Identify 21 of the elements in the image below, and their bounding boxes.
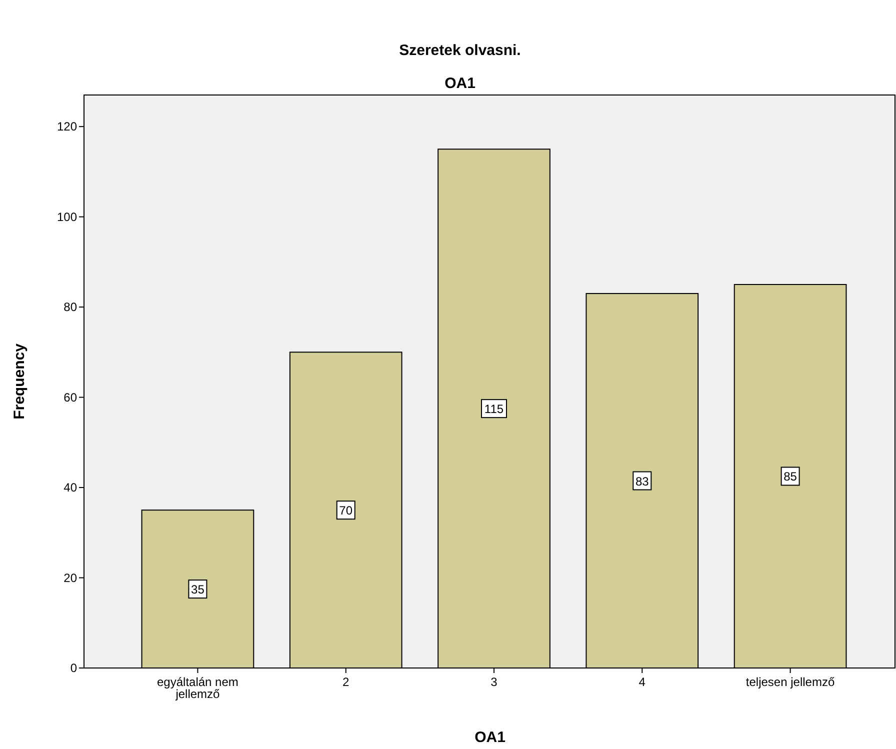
x-tick-label: 4 xyxy=(638,675,646,689)
y-tick-label: 40 xyxy=(64,480,78,495)
y-tick-label: 100 xyxy=(56,210,78,224)
y-tick-label: 120 xyxy=(56,120,78,134)
y-tick-label: 0 xyxy=(70,661,78,675)
data-label: 83 xyxy=(635,474,650,488)
x-tick-label: 2 xyxy=(342,675,350,689)
data-label: 115 xyxy=(484,402,504,416)
x-tick-label: teljesen jellemző xyxy=(746,675,835,689)
y-tick-label: 80 xyxy=(64,300,78,314)
chart-title: Szeretek olvasni. xyxy=(399,42,521,59)
y-tick-label: 20 xyxy=(64,570,78,585)
x-tick-label: 3 xyxy=(490,675,498,689)
x-tick-label: egyáltalán nem jellemző xyxy=(157,675,238,701)
y-tick-label: 60 xyxy=(64,390,78,404)
data-label: 35 xyxy=(191,582,205,597)
x-axis-title: OA1 xyxy=(474,729,506,746)
data-label: 85 xyxy=(784,470,798,484)
y-axis-title: Frequency xyxy=(11,342,28,420)
data-label: 70 xyxy=(339,504,353,518)
chart-subtitle: OA1 xyxy=(444,75,476,92)
